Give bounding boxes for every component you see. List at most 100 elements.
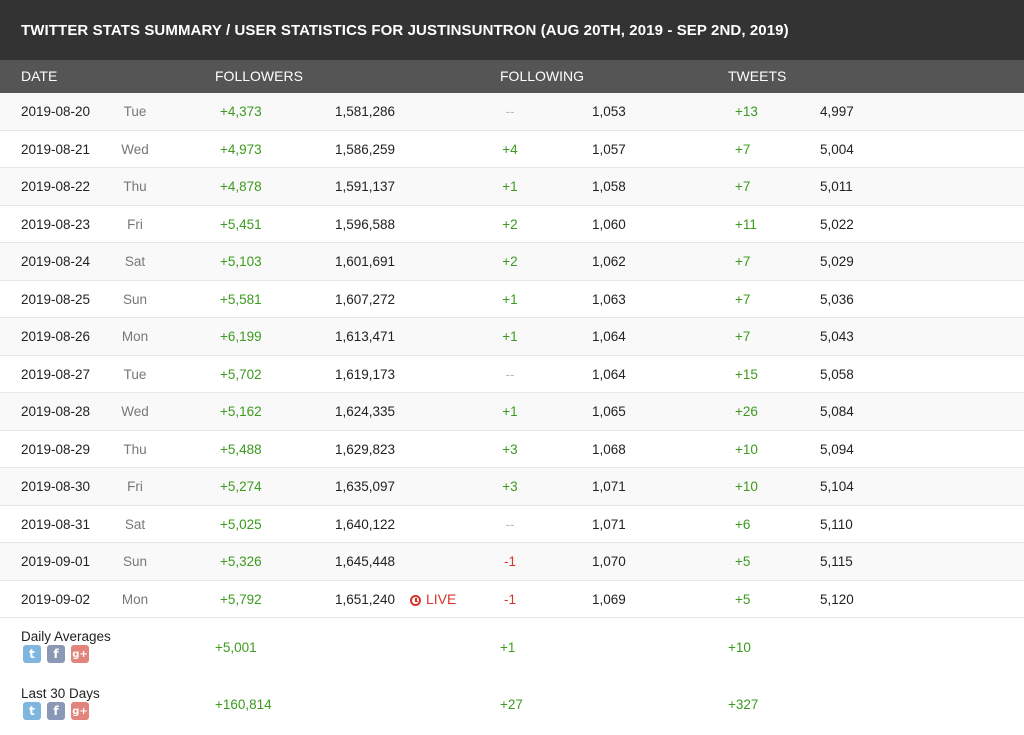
share-icons: t f g+ (23, 702, 89, 720)
followers-change-cell: +5,103 (220, 254, 262, 269)
tweets-change-cell: +6 (735, 516, 751, 532)
share-icons: t f g+ (23, 645, 89, 663)
following-change-cell: +2 (502, 216, 518, 232)
summary-row: Daily Averages t f g+ +5,001 +1 +10 (0, 618, 1024, 675)
tweets-total-cell: 5,011 (820, 179, 853, 194)
table-header: DATE FOLLOWERS FOLLOWING TWEETS (0, 60, 1024, 93)
summary-following: +1 (500, 640, 516, 655)
summary-following: +27 (500, 697, 523, 712)
following-change-cell: +3 (502, 441, 518, 457)
weekday-cell: Tue (123, 104, 147, 119)
following-change-cell: +2 (502, 254, 518, 269)
tweets-total-cell: 5,036 (820, 291, 854, 307)
table-row: 2019-09-02 Mon +5,792 1,651,240 -1 1,069 +5 5,1… (0, 580, 1024, 618)
table-row: 2019-08-31 Sat +5,025 1,640,122 -- 1,071 +6 5,1… (0, 505, 1024, 543)
table-row: 2019-08-20 Tue +4,373 1,581,286 -- 1,053 +13 4,… (0, 93, 1024, 131)
weekday-cell: Fri (127, 479, 143, 494)
googleplus-share-icon[interactable]: g+ (71, 645, 89, 663)
followers-change-cell: +5,702 (220, 366, 262, 382)
tweets-total-cell: 5,043 (820, 329, 854, 344)
facebook-share-icon[interactable]: f (47, 645, 65, 663)
weekday-cell: Tue (123, 366, 147, 382)
followers-change-cell: +4,373 (220, 104, 262, 119)
weekday-cell: Sat (124, 254, 146, 269)
following-total-cell: 1,065 (592, 404, 626, 419)
following-total-cell: 1,071 (592, 479, 626, 494)
tweets-total-cell: 5,058 (820, 366, 854, 382)
tweets-total-cell: 5,004 (820, 141, 854, 157)
tweets-total-cell: 5,104 (820, 479, 854, 494)
summary-section: Daily Averages t f g+ +5,001 +1 +10 Last 30 Day… (0, 618, 1024, 732)
followers-total-cell: 1,645,448 (335, 554, 396, 569)
table-row: 2019-08-22 Thu +4,878 1,591,137 +1 1,058 +7 5,0… (0, 168, 1024, 206)
date-cell: 2019-08-23 (21, 216, 91, 232)
tweets-total-cell: 5,084 (820, 404, 854, 419)
weekday-cell: Sat (124, 516, 146, 532)
header-following: FOLLOWING (500, 68, 585, 84)
tweets-change-cell: +5 (735, 554, 751, 569)
clock-icon (410, 594, 421, 606)
weekday-cell: Wed (121, 141, 149, 157)
following-total-cell: 1,071 (592, 516, 626, 532)
table-row: 2019-08-24 Sat +5,103 1,601,691 +2 1,062 +7 5,0… (0, 243, 1024, 281)
following-total-cell: 1,062 (592, 254, 626, 269)
following-change-cell: +3 (502, 479, 518, 494)
tweets-change-cell: +10 (735, 441, 758, 457)
following-change-cell: +1 (502, 291, 518, 307)
date-cell: 2019-08-25 (21, 291, 91, 307)
tweets-total-cell: 5,022 (820, 216, 854, 232)
weekday-cell: Sun (122, 291, 148, 307)
weekday-cell: Thu (123, 441, 147, 457)
weekday-cell: Mon (121, 329, 149, 344)
tweets-total-cell: 5,115 (820, 554, 853, 569)
twitter-share-icon[interactable]: t (23, 645, 41, 663)
tweets-change-cell: +7 (735, 254, 751, 269)
tweets-total-cell: 5,029 (820, 254, 854, 269)
table-row: 2019-08-27 Tue +5,702 1,619,173 -- 1,064 +15 5,… (0, 355, 1024, 393)
followers-change-cell: +5,581 (220, 291, 262, 307)
googleplus-share-icon[interactable]: g+ (71, 702, 89, 720)
followers-total-cell: 1,601,691 (335, 254, 396, 269)
followers-total-cell: 1,619,173 (335, 366, 396, 382)
following-total-cell: 1,068 (592, 441, 626, 457)
followers-change-cell: +4,973 (220, 141, 262, 157)
following-total-cell: 1,064 (592, 329, 626, 344)
date-cell: 2019-09-02 (21, 591, 91, 607)
table-row: 2019-08-23 Fri +5,451 1,596,588 +2 1,060 +11 5,… (0, 205, 1024, 243)
date-cell: 2019-08-26 (21, 329, 91, 344)
followers-change-cell: +5,451 (220, 216, 262, 232)
date-cell: 2019-09-01 (21, 554, 91, 569)
followers-total-cell: 1,624,335 (335, 404, 396, 419)
followers-total-cell: 1,640,122 (335, 516, 396, 532)
facebook-share-icon[interactable]: f (47, 702, 65, 720)
following-total-cell: 1,063 (592, 291, 626, 307)
tweets-change-cell: +7 (735, 291, 751, 307)
stats-table-body: 2019-08-20 Tue +4,373 1,581,286 -- 1,053 +13 4,… (0, 93, 1024, 618)
summary-followers: +160,814 (215, 697, 272, 712)
following-change-cell: +4 (502, 141, 518, 157)
twitter-share-icon[interactable]: t (23, 702, 41, 720)
date-cell: 2019-08-21 (21, 141, 91, 157)
followers-change-cell: +5,162 (220, 404, 262, 419)
date-cell: 2019-08-22 (21, 179, 91, 194)
tweets-total-cell: 5,120 (820, 591, 854, 607)
tweets-change-cell: +26 (735, 404, 758, 419)
date-cell: 2019-08-27 (21, 366, 91, 382)
date-cell: 2019-08-31 (21, 516, 91, 532)
following-total-cell: 1,058 (592, 179, 626, 194)
following-change-cell: -1 (503, 554, 516, 569)
tweets-change-cell: +11 (735, 216, 757, 232)
followers-total-cell: 1,581,286 (335, 104, 396, 119)
followers-change-cell: +4,878 (220, 179, 262, 194)
date-cell: 2019-08-20 (21, 104, 91, 119)
table-row: 2019-08-29 Thu +5,488 1,629,823 +3 1,068 +10 5,… (0, 430, 1024, 468)
tweets-change-cell: +7 (735, 141, 751, 157)
header-followers: FOLLOWERS (215, 68, 303, 84)
weekday-cell: Fri (127, 216, 143, 232)
live-indicator[interactable]: LIVE (410, 591, 456, 607)
table-row: 2019-08-21 Wed +4,973 1,586,259 +4 1,057 +7 5,0… (0, 130, 1024, 168)
following-total-cell: 1,070 (592, 554, 626, 569)
table-row: 2019-08-30 Fri +5,274 1,635,097 +3 1,071 +10 5,… (0, 468, 1024, 506)
header-date: DATE (21, 68, 58, 84)
following-total-cell: 1,053 (592, 104, 626, 119)
